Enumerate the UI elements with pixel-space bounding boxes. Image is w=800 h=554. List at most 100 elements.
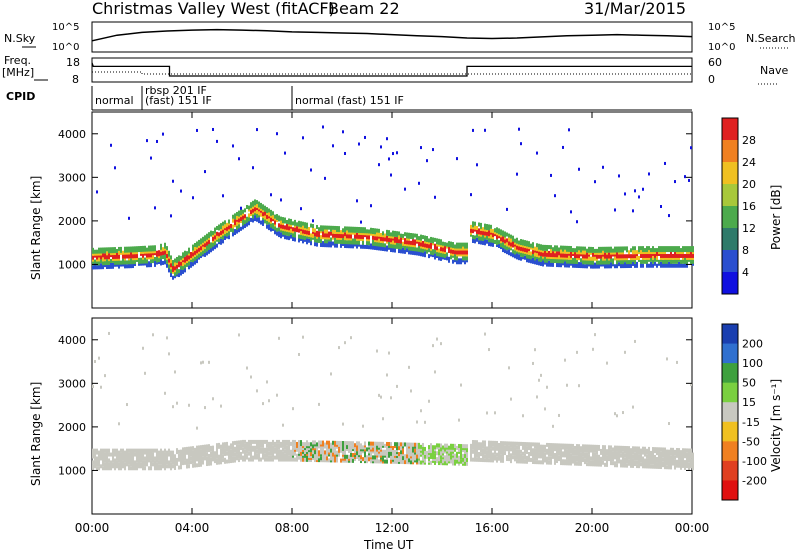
heat-cell bbox=[604, 252, 606, 257]
heat-cell bbox=[270, 441, 272, 446]
heat-cell bbox=[138, 448, 140, 453]
heat-cell bbox=[550, 245, 552, 250]
heat-cell bbox=[546, 448, 548, 453]
heat-cell bbox=[320, 446, 322, 451]
heat-cell bbox=[512, 249, 514, 254]
heat-cell bbox=[322, 125, 324, 129]
heat-cell bbox=[208, 453, 210, 458]
heat-cell bbox=[188, 464, 190, 469]
heat-cell bbox=[616, 252, 618, 257]
heat-cell bbox=[114, 166, 116, 170]
heat-cell bbox=[380, 441, 382, 446]
heat-cell bbox=[374, 245, 376, 250]
heat-cell bbox=[656, 462, 658, 467]
heat-cell bbox=[110, 258, 112, 263]
heat-cell bbox=[312, 440, 314, 445]
heat-cell bbox=[516, 237, 518, 242]
heat-cell bbox=[416, 458, 418, 463]
heat-cell bbox=[274, 455, 276, 460]
heat-cell bbox=[290, 449, 292, 454]
heat-cell bbox=[472, 457, 474, 462]
heat-cell bbox=[462, 444, 464, 449]
heat-cell bbox=[514, 447, 516, 452]
heat-cell bbox=[264, 457, 266, 462]
heat-cell bbox=[542, 244, 544, 249]
heat-cell bbox=[150, 460, 152, 465]
cpid-label-0: normal bbox=[95, 94, 134, 107]
heat-cell bbox=[212, 445, 214, 450]
heat-cell bbox=[218, 238, 220, 243]
heat-cell bbox=[164, 391, 166, 395]
heat-cell bbox=[314, 232, 316, 237]
heat-cell bbox=[296, 226, 298, 231]
heat-cell bbox=[680, 450, 682, 455]
heat-cell bbox=[232, 452, 234, 457]
colorbar-tick: 4 bbox=[742, 266, 749, 279]
heat-cell bbox=[440, 239, 442, 244]
heat-cell bbox=[446, 443, 448, 448]
heat-cell bbox=[150, 245, 152, 250]
heat-cell bbox=[510, 238, 512, 243]
heat-cell bbox=[290, 218, 292, 223]
heat-cell bbox=[682, 459, 684, 464]
heat-cell bbox=[482, 440, 484, 445]
heat-cell bbox=[246, 453, 248, 458]
heat-cell bbox=[390, 173, 392, 177]
heat-cell bbox=[496, 227, 498, 232]
heat-cell bbox=[500, 448, 502, 453]
heat-cell bbox=[572, 443, 574, 448]
heat-cell bbox=[564, 459, 566, 464]
heat-cell bbox=[262, 439, 264, 444]
heat-cell bbox=[234, 229, 236, 234]
heat-cell bbox=[196, 426, 198, 430]
heat-cell bbox=[330, 456, 332, 461]
heat-cell bbox=[690, 448, 692, 453]
heat-cell bbox=[428, 445, 430, 450]
heat-cell bbox=[472, 235, 474, 240]
heat-cell bbox=[532, 253, 534, 258]
heat-cell bbox=[534, 246, 536, 251]
heat-cell bbox=[654, 447, 656, 452]
heat-cell bbox=[516, 441, 518, 446]
heat-cell bbox=[360, 244, 362, 249]
heat-cell bbox=[408, 240, 410, 245]
heat-cell bbox=[282, 447, 284, 452]
heat-cell bbox=[534, 442, 536, 447]
heat-cell bbox=[344, 444, 346, 449]
heat-cell bbox=[586, 252, 588, 257]
heat-cell bbox=[454, 244, 456, 249]
heat-cell bbox=[626, 463, 628, 468]
heat-cell bbox=[628, 260, 630, 265]
heat-cell bbox=[682, 263, 684, 268]
heat-cell bbox=[422, 446, 424, 451]
heat-cell bbox=[132, 448, 134, 453]
heat-cell bbox=[144, 466, 146, 471]
heat-cell bbox=[252, 455, 254, 460]
heat-cell bbox=[142, 448, 144, 453]
heat-cell bbox=[376, 441, 378, 446]
heat-cell bbox=[388, 241, 390, 246]
heat-cell bbox=[668, 422, 670, 426]
heat-cell bbox=[604, 264, 606, 269]
heat-cell bbox=[558, 255, 560, 260]
heat-cell bbox=[508, 366, 510, 370]
heat-cell bbox=[652, 263, 654, 268]
heat-cell bbox=[392, 446, 394, 451]
heat-cell bbox=[202, 444, 204, 449]
heat-cell bbox=[396, 384, 398, 388]
heat-cell bbox=[192, 446, 194, 451]
heat-cell bbox=[564, 253, 566, 258]
heat-cell bbox=[216, 225, 218, 230]
heat-cell bbox=[578, 384, 580, 388]
heat-cell bbox=[428, 399, 430, 403]
heat-cell bbox=[358, 441, 360, 446]
heat-cell bbox=[656, 248, 658, 253]
heat-cell bbox=[552, 251, 554, 256]
heat-cell bbox=[512, 455, 514, 460]
heat-cell bbox=[334, 440, 336, 445]
heat-cell bbox=[580, 457, 582, 462]
heat-cell bbox=[514, 441, 516, 446]
heat-cell bbox=[350, 449, 352, 454]
heat-cell bbox=[170, 458, 172, 463]
heat-cell bbox=[606, 258, 608, 263]
